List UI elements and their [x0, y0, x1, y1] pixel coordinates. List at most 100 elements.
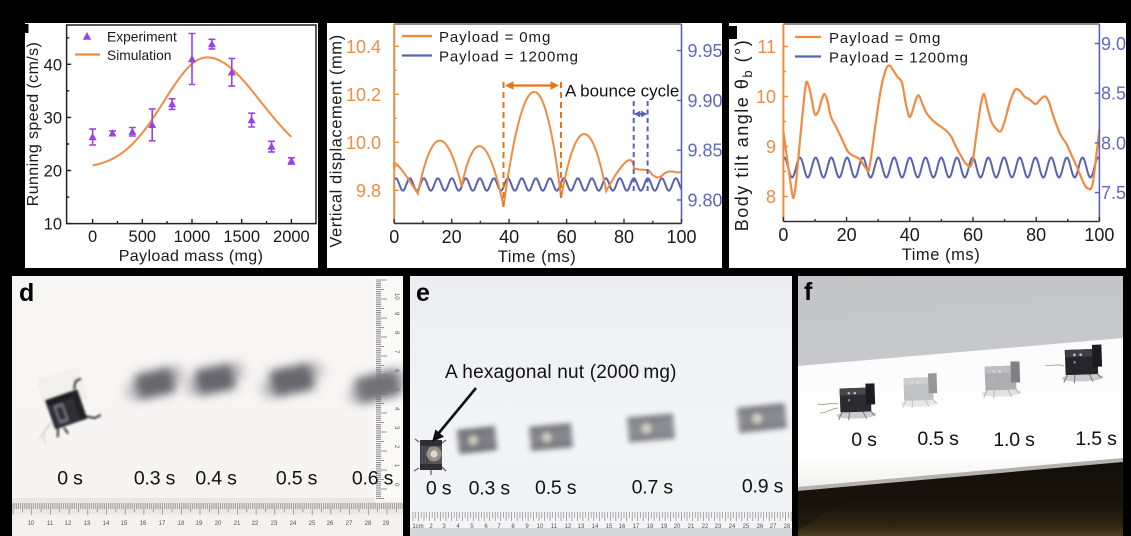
svg-text:1000: 1000: [174, 228, 211, 246]
svg-text:Payload = 1200mg: Payload = 1200mg: [439, 49, 579, 66]
svg-text:25: 25: [743, 524, 750, 530]
svg-text:17: 17: [159, 521, 166, 527]
svg-text:19: 19: [196, 521, 203, 527]
svg-text:23: 23: [715, 524, 722, 530]
svg-text:40: 40: [44, 56, 62, 74]
svg-text:26: 26: [327, 521, 334, 527]
svg-text:9.95: 9.95: [688, 41, 723, 61]
svg-text:0: 0: [88, 228, 97, 246]
svg-text:9: 9: [393, 312, 399, 316]
svg-text:Time (ms): Time (ms): [498, 248, 577, 266]
svg-text:Experiment: Experiment: [107, 30, 177, 45]
svg-text:0 s: 0 s: [57, 468, 83, 490]
svg-text:20: 20: [44, 163, 62, 181]
svg-text:0.3 s: 0.3 s: [469, 478, 511, 500]
svg-text:10: 10: [28, 521, 35, 527]
svg-text:Payload = 1200mg: Payload = 1200mg: [829, 50, 969, 67]
svg-text:23: 23: [271, 521, 278, 527]
svg-text:13: 13: [84, 521, 91, 527]
svg-text:18: 18: [178, 521, 185, 527]
svg-text:Running speed (cm/s): Running speed (cm/s): [25, 42, 42, 207]
svg-text:5: 5: [470, 524, 474, 530]
svg-text:Payload mass (mg): Payload mass (mg): [119, 248, 264, 265]
svg-text:20: 20: [837, 225, 857, 245]
svg-text:10: 10: [393, 293, 399, 300]
svg-text:Vertical displacement (mm): Vertical displacement (mm): [328, 34, 346, 247]
svg-text:20: 20: [442, 227, 462, 247]
svg-text:9.90: 9.90: [688, 91, 723, 111]
svg-text:100: 100: [666, 227, 696, 247]
svg-text:0: 0: [393, 483, 399, 487]
svg-text:9.8: 9.8: [356, 181, 381, 201]
svg-text:10: 10: [44, 216, 62, 234]
svg-text:0.7 s: 0.7 s: [632, 477, 674, 499]
svg-text:2000: 2000: [273, 228, 310, 246]
svg-text:Payload = 0mg: Payload = 0mg: [829, 30, 941, 47]
svg-text:15: 15: [121, 521, 128, 527]
svg-text:Simulation: Simulation: [107, 48, 171, 63]
svg-text:0.5 s: 0.5 s: [535, 477, 577, 499]
svg-text:12: 12: [565, 524, 572, 530]
svg-text:25: 25: [309, 521, 316, 527]
svg-text:0.3 s: 0.3 s: [134, 468, 176, 490]
svg-text:10.0: 10.0: [346, 133, 381, 153]
svg-text:10: 10: [537, 524, 544, 530]
svg-text:24: 24: [290, 521, 297, 527]
svg-text:0.6 s: 0.6 s: [352, 468, 394, 490]
svg-text:f: f: [804, 278, 813, 306]
svg-text:0.4 s: 0.4 s: [195, 468, 237, 490]
svg-text:11: 11: [47, 521, 54, 527]
svg-text:e: e: [416, 279, 430, 307]
svg-text:1500: 1500: [223, 228, 260, 246]
svg-text:9: 9: [525, 524, 529, 530]
svg-text:8: 8: [766, 187, 776, 207]
svg-text:0: 0: [778, 225, 788, 245]
svg-text:0: 0: [389, 227, 399, 247]
svg-text:7: 7: [393, 350, 399, 354]
svg-text:3: 3: [393, 426, 399, 430]
svg-text:11: 11: [757, 37, 776, 57]
svg-text:21: 21: [234, 521, 241, 527]
svg-text:8: 8: [393, 331, 399, 335]
svg-text:1: 1: [393, 464, 399, 468]
svg-text:13: 13: [578, 524, 585, 530]
svg-text:29: 29: [383, 521, 390, 527]
svg-text:7.5: 7.5: [1101, 183, 1126, 203]
svg-text:60: 60: [963, 225, 983, 245]
svg-text:9.0: 9.0: [1101, 34, 1126, 54]
svg-text:20: 20: [215, 521, 222, 527]
svg-text:Time (ms): Time (ms): [902, 246, 981, 264]
svg-text:10.2: 10.2: [346, 85, 381, 105]
svg-text:18: 18: [647, 524, 654, 530]
svg-text:28: 28: [784, 524, 791, 530]
svg-text:Payload = 0mg: Payload = 0mg: [439, 29, 551, 46]
svg-text:0 s: 0 s: [851, 429, 877, 451]
svg-text:8: 8: [511, 524, 515, 530]
svg-text:40: 40: [900, 225, 920, 245]
svg-text:2: 2: [393, 445, 399, 449]
svg-text:0.5 s: 0.5 s: [276, 468, 318, 490]
svg-text:80: 80: [614, 227, 634, 247]
svg-text:7: 7: [497, 524, 501, 530]
svg-text:40: 40: [499, 227, 519, 247]
svg-text:3: 3: [442, 524, 446, 530]
svg-text:15: 15: [606, 524, 613, 530]
svg-text:0.9 s: 0.9 s: [742, 476, 784, 498]
svg-text:10: 10: [756, 87, 776, 107]
svg-text:6: 6: [484, 524, 488, 530]
svg-text:60: 60: [557, 227, 577, 247]
svg-text:17: 17: [633, 524, 640, 530]
svg-text:Body tilt angle θb (°): Body tilt angle θb (°): [732, 39, 755, 232]
svg-text:28: 28: [365, 521, 372, 527]
svg-text:80: 80: [1026, 225, 1046, 245]
svg-text:12: 12: [65, 521, 72, 527]
svg-text:22: 22: [702, 524, 709, 530]
svg-text:4: 4: [456, 524, 460, 530]
svg-text:24: 24: [729, 524, 736, 530]
svg-text:9.85: 9.85: [688, 141, 723, 161]
svg-text:14: 14: [592, 524, 599, 530]
svg-text:1.5 s: 1.5 s: [1075, 428, 1117, 450]
svg-text:27: 27: [346, 521, 353, 527]
svg-text:20: 20: [674, 524, 681, 530]
svg-text:4: 4: [393, 407, 399, 411]
